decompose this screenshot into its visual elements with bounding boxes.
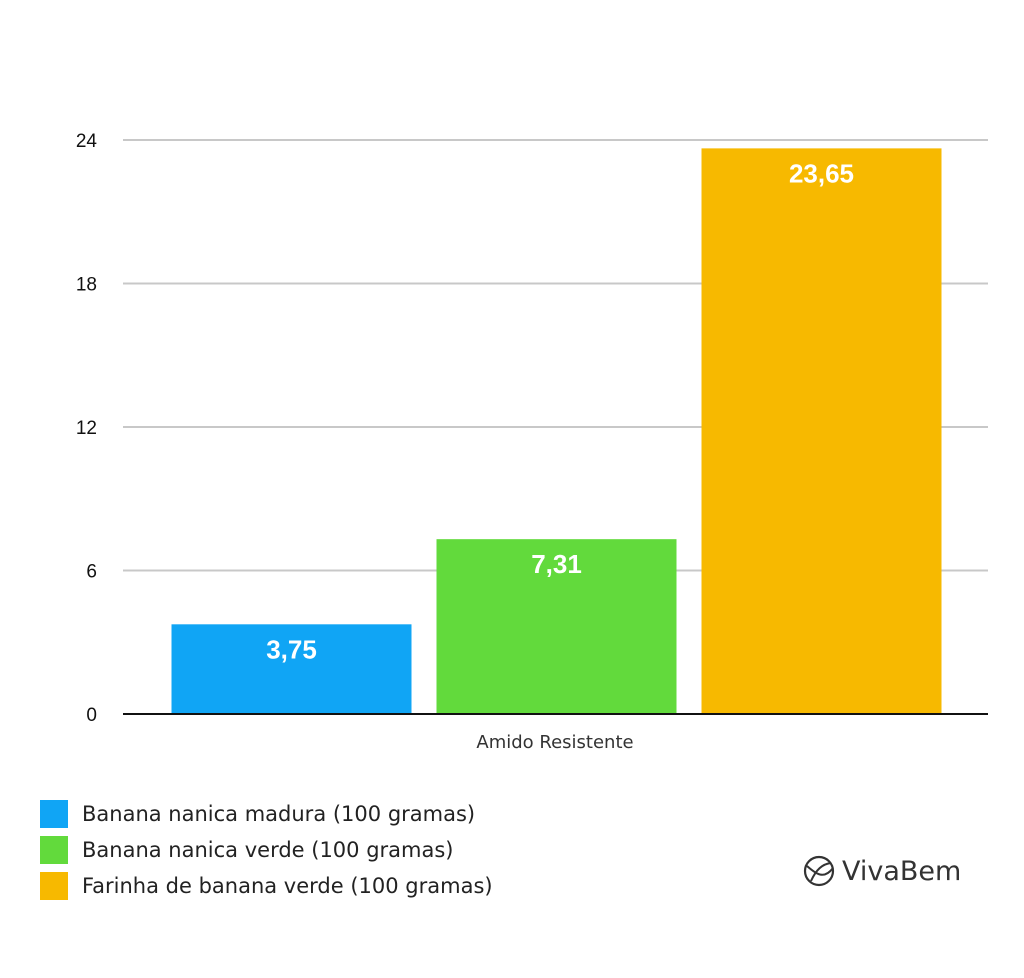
legend-label: Banana nanica verde (100 gramas): [82, 838, 454, 862]
y-tick-label: 6: [86, 562, 97, 583]
y-tick-label: 24: [76, 131, 98, 152]
legend-swatch: [40, 800, 68, 828]
bars: [171, 148, 942, 714]
legend-label: Farinha de banana verde (100 gramas): [82, 874, 493, 898]
x-axis-label: Amido Resistente: [476, 732, 633, 753]
bar-chart: 0 6 12 18 24 3,75 7,31 23,65 Amido Resistente: [76, 131, 988, 753]
vivabem-logo: VivaBem: [802, 854, 961, 888]
legend-swatch: [40, 836, 68, 864]
bar-data-label: 23,65: [789, 158, 854, 188]
bar-data-label: 7,31: [531, 549, 582, 579]
legend-item-banana-madura: Banana nanica madura (100 gramas): [40, 796, 493, 832]
legend-label: Banana nanica madura (100 gramas): [82, 802, 476, 826]
bar-3: [701, 148, 942, 714]
legend-item-farinha: Farinha de banana verde (100 gramas): [40, 868, 493, 904]
bar-1: [171, 624, 412, 714]
legend-item-banana-verde: Banana nanica verde (100 gramas): [40, 832, 493, 868]
brand-name: VivaBem: [842, 855, 962, 887]
bar-data-labels: 3,75 7,31 23,65: [266, 158, 854, 664]
bar-2: [436, 539, 677, 714]
legend: Banana nanica madura (100 gramas) Banana…: [40, 796, 493, 904]
legend-swatch: [40, 872, 68, 900]
y-tick-label: 12: [76, 418, 97, 439]
y-tick-label: 0: [86, 705, 97, 726]
y-axis-ticks: 0 6 12 18 24: [76, 131, 98, 726]
y-tick-label: 18: [76, 275, 97, 296]
bar-data-label: 3,75: [266, 634, 317, 664]
vivabem-logo-icon: [803, 855, 835, 887]
